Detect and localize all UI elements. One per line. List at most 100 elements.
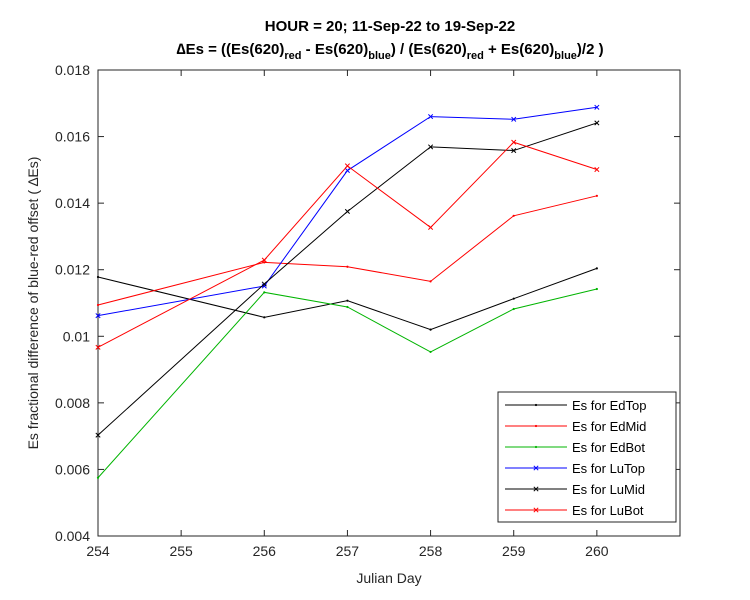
data-point-marker <box>429 350 432 354</box>
legend-label: Es for EdBot <box>572 440 645 455</box>
data-point-marker <box>263 291 266 294</box>
data-point-marker <box>95 344 101 350</box>
data-point-marker <box>534 403 538 407</box>
series-3 <box>95 104 600 319</box>
data-point-marker <box>511 139 517 145</box>
chart-title-line1: HOUR = 20; 11-Sep-22 to 19-Sep-22 <box>265 18 516 35</box>
y-tick-label: 0.008 <box>55 395 90 411</box>
legend-items: Es for EdTop Es for EdMid Es for EdBot Es f… <box>505 398 646 518</box>
data-point-marker <box>346 299 349 302</box>
data-point-marker <box>534 445 538 449</box>
data-point-marker <box>346 265 349 268</box>
y-tick-label: 0.01 <box>63 328 90 344</box>
data-point-marker <box>533 465 539 471</box>
legend-label: Es for LuBot <box>572 503 644 518</box>
series-5 <box>95 139 600 350</box>
data-point-marker <box>95 432 101 438</box>
data-point-marker <box>96 476 100 479</box>
data-point-marker <box>344 208 350 215</box>
data-point-marker <box>533 507 539 513</box>
legend: Es for EdTop Es for EdMid Es for EdBot Es f… <box>497 391 677 523</box>
title2-sub4: blue <box>554 50 577 62</box>
title2-part1: Es = ((Es(620) <box>186 41 285 58</box>
data-point-marker <box>595 267 598 270</box>
x-tick-label: 257 <box>336 543 360 559</box>
x-tick-label: 255 <box>169 543 193 559</box>
y-tick-label: 0.018 <box>55 62 90 78</box>
legend-entry: Es for EdBot <box>505 440 645 455</box>
data-point-marker <box>261 283 267 289</box>
data-point-marker <box>346 305 349 309</box>
series-line <box>97 288 597 479</box>
legend-label: Es for EdMid <box>572 419 646 434</box>
data-point-marker <box>533 486 539 492</box>
chart-title-line2: ∆Es = ((Es(620)red - Es(620)blue) / (Es(… <box>176 41 603 62</box>
series-layer <box>95 104 600 479</box>
data-point-marker <box>263 316 266 319</box>
legend-label: Es for LuMid <box>572 482 645 497</box>
x-tick-label: 258 <box>419 543 443 559</box>
y-tick-label: 0.004 <box>55 528 90 544</box>
legend-entry: Es for LuMid <box>505 482 645 497</box>
x-tick-label: 260 <box>585 543 609 559</box>
series-2 <box>96 287 598 479</box>
data-point-marker <box>594 120 600 126</box>
y-tick-label: 0.012 <box>55 262 90 278</box>
data-point-marker <box>95 313 101 319</box>
series-line <box>97 267 598 331</box>
y-tick-label: 0.006 <box>55 461 90 477</box>
data-point-marker <box>534 424 538 428</box>
title2-part5: )/2 ) <box>577 41 604 58</box>
title2-part4: + Es(620) <box>484 41 554 58</box>
legend-entry: Es for EdTop <box>505 398 646 413</box>
series-line <box>97 195 597 306</box>
data-point-marker <box>96 303 100 307</box>
data-point-marker <box>261 281 267 287</box>
data-point-marker <box>428 144 434 150</box>
y-tick-label: 0.014 <box>55 195 90 211</box>
data-point-marker <box>511 147 517 154</box>
legend-box <box>497 391 677 523</box>
title2-sub2: blue <box>368 50 391 62</box>
data-point-marker <box>429 328 432 331</box>
x-tick-label: 256 <box>253 543 277 559</box>
y-tick-label: 0.016 <box>55 129 90 145</box>
data-point-marker <box>428 224 434 230</box>
series-line <box>97 122 598 436</box>
data-point-marker <box>263 261 266 264</box>
x-axis-label: Julian Day <box>356 570 421 586</box>
axis-ticks: 254 255 256 257 258 259 260 0.004 0.006 0.008 0.01… <box>55 62 680 559</box>
y-axis-label: Es fractional difference of blue-red off… <box>25 157 41 450</box>
data-point-marker <box>96 275 100 279</box>
series-4 <box>95 120 600 438</box>
legend-entry: Es for EdMid <box>505 419 646 434</box>
title2-part2: - Es(620) <box>302 41 369 58</box>
title2-part3: ) / (Es(620) <box>391 41 467 58</box>
data-point-marker <box>511 116 517 122</box>
legend-label: Es for EdTop <box>572 398 646 413</box>
data-point-marker <box>428 114 434 120</box>
series-1 <box>96 194 598 307</box>
data-point-marker <box>261 257 267 263</box>
data-point-marker <box>429 280 432 283</box>
legend-entry: Es for LuTop <box>505 461 645 476</box>
data-point-marker <box>344 167 350 174</box>
data-point-marker <box>595 194 598 197</box>
data-point-marker <box>595 287 598 291</box>
data-point-marker <box>594 166 600 173</box>
series-line <box>97 106 597 317</box>
series-line <box>97 141 598 348</box>
legend-label: Es for LuTop <box>572 461 645 476</box>
data-point-marker <box>512 297 515 300</box>
legend-entry: Es for LuBot <box>505 503 644 518</box>
data-point-marker <box>512 214 515 217</box>
data-point-marker <box>512 307 515 311</box>
title2-delta: ∆ <box>176 41 185 58</box>
data-point-marker <box>594 104 600 110</box>
data-point-marker <box>344 163 350 169</box>
title2-sub3: red <box>467 50 484 62</box>
x-tick-label: 259 <box>502 543 526 559</box>
series-0 <box>96 267 598 331</box>
